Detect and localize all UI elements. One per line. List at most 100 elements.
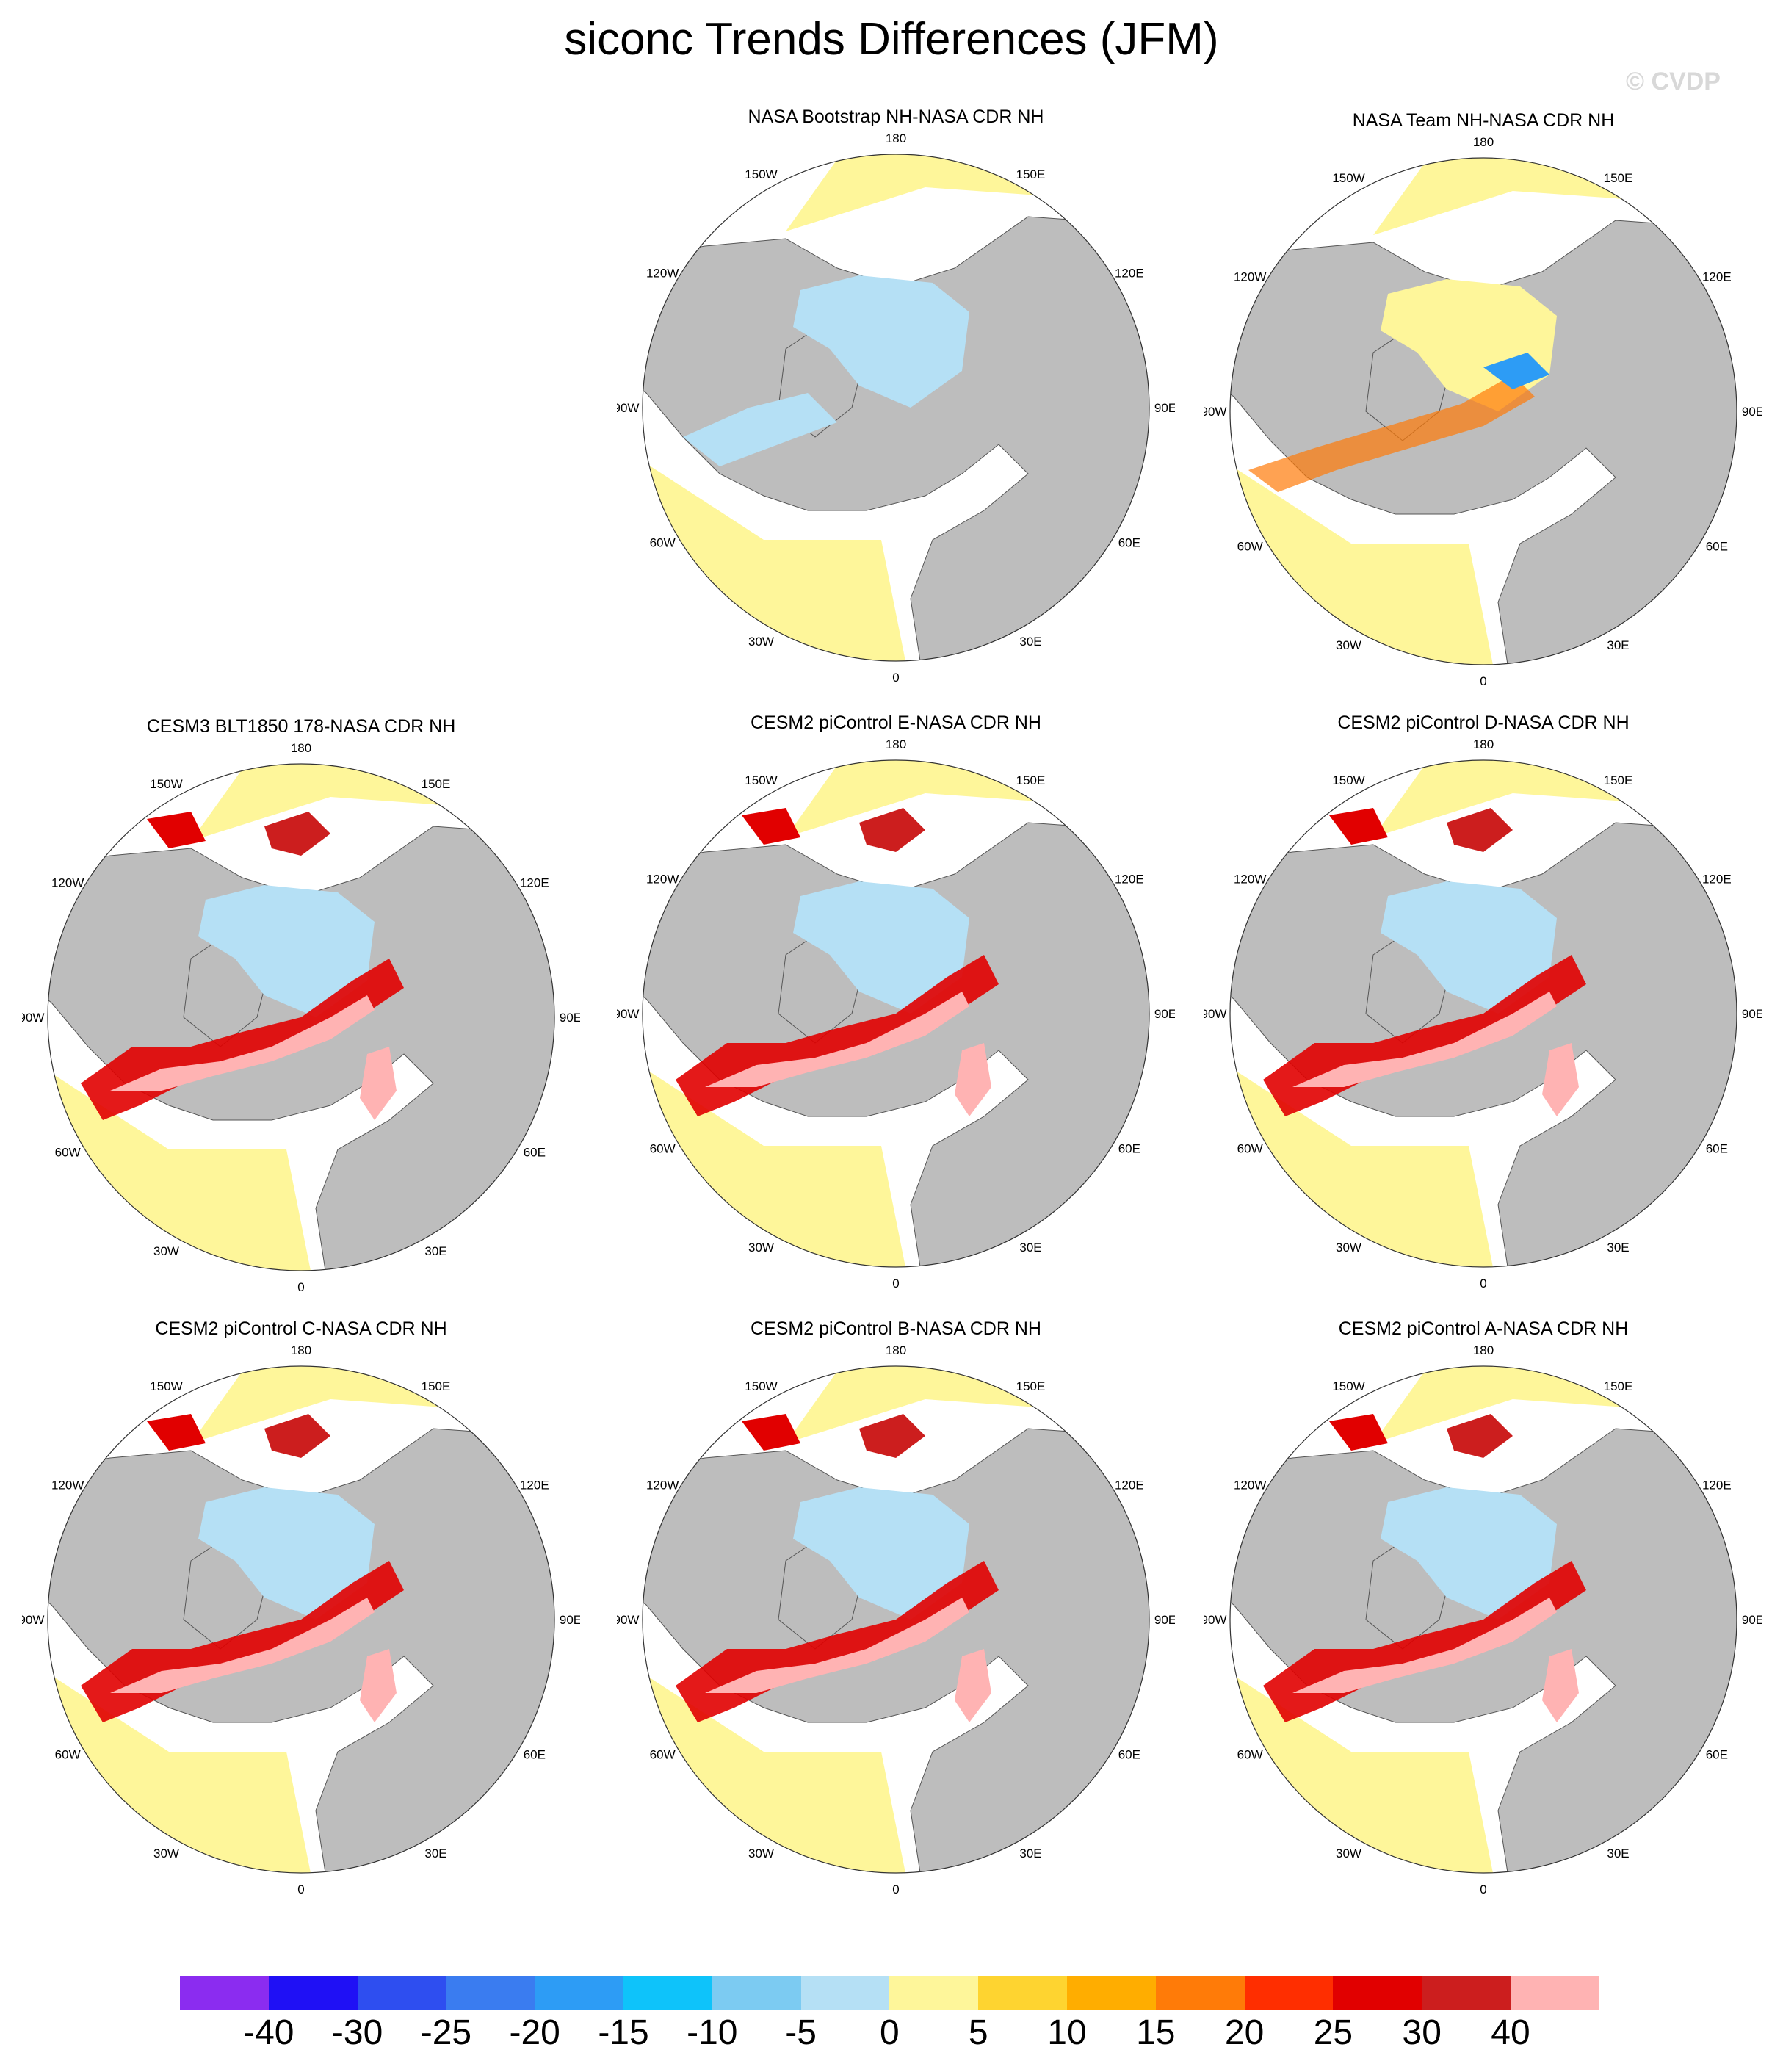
longitude-label: 180 xyxy=(291,741,311,755)
longitude-label: 60E xyxy=(524,1146,546,1160)
longitude-label: 90E xyxy=(1742,1613,1762,1627)
colorbar-tick-label: 0 xyxy=(880,2013,900,2052)
polar-map: 180 150E 120E 90E 60E 30E 0 30W 60W 90W 120W 150W xyxy=(1204,1343,1762,1896)
longitude-label: 120W xyxy=(646,267,679,281)
longitude-label: 60E xyxy=(1706,540,1728,554)
longitude-label: 120W xyxy=(1234,270,1266,284)
longitude-label: 30W xyxy=(153,1244,179,1258)
longitude-label: 180 xyxy=(1473,135,1494,149)
polar-map: 180 150E 120E 90E 60E 30E 0 30W 60W 90W 120W 150W xyxy=(1204,737,1762,1291)
longitude-label: 150E xyxy=(1016,773,1046,787)
panel-title: CESM3 BLT1850 178-NASA CDR NH xyxy=(146,716,456,737)
longitude-label: 60W xyxy=(55,1748,81,1762)
longitude-label: 30W xyxy=(1336,638,1361,652)
longitude-label: 180 xyxy=(886,131,906,145)
central-arctic-region xyxy=(793,1487,969,1620)
panel-title: CESM2 piControl E-NASA CDR NH xyxy=(751,712,1041,733)
map-boundary xyxy=(642,154,1150,662)
pacific-trend-region xyxy=(1373,1366,1737,1443)
longitude-label: 0 xyxy=(1480,674,1486,688)
colorbar-tick-label: 10 xyxy=(1047,2013,1087,2052)
longitude-label: 30E xyxy=(424,1244,446,1258)
central-arctic-region xyxy=(793,275,969,408)
longitude-label: 180 xyxy=(291,1343,311,1357)
colorbar-tick-label: -30 xyxy=(331,2013,383,2052)
central-arctic-region xyxy=(1381,1487,1557,1620)
panel-title: CESM2 piControl D-NASA CDR NH xyxy=(1337,712,1630,733)
longitude-label: 30E xyxy=(1019,635,1041,649)
map-boundary xyxy=(47,1365,555,1874)
colorbar-tick-label: 25 xyxy=(1313,2013,1353,2052)
longitude-label: 90W xyxy=(617,401,639,415)
map-panel-nasa-team: NASA Team NH-NASA CDR NH 180 150E 120E 90E 6… xyxy=(1204,110,1762,698)
longitude-label: 120W xyxy=(1234,873,1266,887)
longitude-label: 0 xyxy=(297,1280,304,1294)
map-panel-cesm2-picontrol-b: CESM2 piControl B-NASA CDR NH 180 150E 120… xyxy=(617,1318,1175,1906)
longitude-label: 30W xyxy=(153,1847,179,1860)
longitude-label: 0 xyxy=(892,1277,899,1291)
longitude-label: 60W xyxy=(1237,1748,1263,1762)
longitude-label: 150E xyxy=(422,1379,451,1393)
longitude-label: 150W xyxy=(1332,1379,1364,1393)
colorbar-tick-label: -40 xyxy=(243,2013,294,2052)
longitude-label: 150W xyxy=(150,1379,182,1393)
polar-map: 180 150E 120E 90E 60E 30E 0 30W 60W 90W 120W 150W xyxy=(617,1343,1175,1896)
longitude-label: 180 xyxy=(886,1343,906,1357)
pacific-trend-region xyxy=(786,1366,1149,1443)
longitude-label: 150W xyxy=(745,1379,777,1393)
longitude-label: 120E xyxy=(1115,267,1144,281)
longitude-label: 150E xyxy=(1604,773,1633,787)
longitude-label: 90W xyxy=(22,1613,44,1627)
colorbar-tick-label: 30 xyxy=(1402,2013,1442,2052)
map-panel-cesm2-picontrol-d: CESM2 piControl D-NASA CDR NH 180 150E 120… xyxy=(1204,712,1762,1300)
colorbar-swatch xyxy=(1333,1976,1422,2010)
longitude-label: 90E xyxy=(1154,1613,1175,1627)
pacific-trend-region xyxy=(191,1366,554,1443)
longitude-label: 30W xyxy=(1336,1847,1361,1860)
map-panel-cesm2-picontrol-e: CESM2 piControl E-NASA CDR NH 180 150E 120… xyxy=(617,712,1175,1300)
colorbar-tick-label: 5 xyxy=(968,2013,988,2052)
pacific-trend-region xyxy=(786,760,1149,837)
polar-map: 180 150E 120E 90E 60E 30E 0 30W 60W 90W 120W 150W xyxy=(1204,135,1762,688)
colorbar-swatch xyxy=(1067,1976,1157,2010)
central-arctic-region xyxy=(793,881,969,1014)
longitude-label: 90W xyxy=(22,1011,44,1025)
colorbar-tick-label: 20 xyxy=(1224,2013,1265,2052)
colorbar-swatch xyxy=(1511,1976,1600,2010)
longitude-label: 120W xyxy=(646,873,679,887)
colorbar-swatch xyxy=(623,1976,713,2010)
longitude-label: 120E xyxy=(1702,270,1732,284)
colorbar-swatch xyxy=(180,1976,270,2010)
longitude-label: 150E xyxy=(1016,1379,1046,1393)
map-boundary xyxy=(1229,1365,1737,1874)
longitude-label: 90E xyxy=(1154,1007,1175,1021)
panel-title: CESM2 piControl A-NASA CDR NH xyxy=(1338,1318,1629,1339)
longitude-label: 90E xyxy=(560,1613,580,1627)
panel-title: CESM2 piControl C-NASA CDR NH xyxy=(155,1318,447,1339)
map-panel-nasa-bootstrap: NASA Bootstrap NH-NASA CDR NH 180 150E 120… xyxy=(617,107,1175,694)
longitude-label: 90W xyxy=(1204,1007,1226,1021)
longitude-label: 0 xyxy=(892,1883,899,1896)
polar-map: 180 150E 120E 90E 60E 30E 0 30W 60W 90W 120W 150W xyxy=(22,1343,580,1896)
panel-title: CESM2 piControl B-NASA CDR NH xyxy=(751,1318,1041,1339)
colorbar-tick-label: -20 xyxy=(509,2013,560,2052)
longitude-label: 150E xyxy=(1016,167,1046,181)
pacific-trend-region xyxy=(786,154,1149,231)
longitude-label: 150W xyxy=(1332,773,1364,787)
longitude-label: 0 xyxy=(1480,1277,1486,1291)
longitude-label: 60E xyxy=(1118,1142,1140,1156)
positive-trend-band xyxy=(1248,375,1535,492)
central-arctic-region xyxy=(198,885,375,1017)
map-panel-cesm2-picontrol-a: CESM2 piControl A-NASA CDR NH 180 150E 120… xyxy=(1204,1318,1762,1906)
map-boundary xyxy=(642,759,1150,1268)
panel-title: NASA Bootstrap NH-NASA CDR NH xyxy=(748,107,1044,127)
longitude-label: 60E xyxy=(1118,536,1140,550)
colorbar-tick-label: 15 xyxy=(1136,2013,1176,2052)
longitude-label: 150W xyxy=(1332,171,1364,185)
colorbar-swatch xyxy=(1155,1976,1245,2010)
polar-map: 180 150E 120E 90E 60E 30E 0 30W 60W 90W 120W 150W xyxy=(22,741,580,1294)
colorbar-swatch xyxy=(889,1976,979,2010)
longitude-label: 0 xyxy=(297,1883,304,1896)
longitude-label: 60W xyxy=(1237,540,1263,554)
longitude-label: 90E xyxy=(1742,1007,1762,1021)
